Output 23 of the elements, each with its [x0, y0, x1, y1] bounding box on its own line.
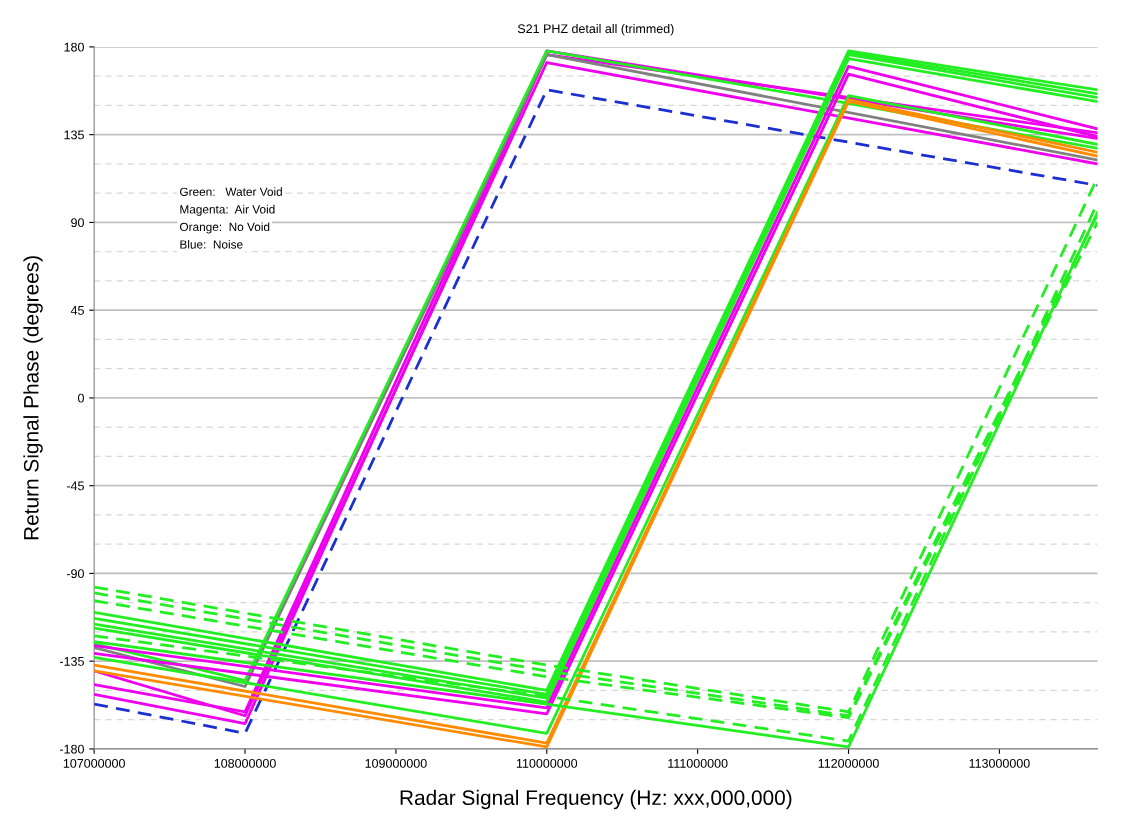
x-tick-label: 108000000: [214, 758, 276, 768]
annotation: Green: Water Void: [180, 187, 282, 196]
y-axis-title: Return Signal Phase (degrees): [23, 256, 43, 540]
annotation: Magenta: Air Void: [180, 204, 275, 216]
y-tick-label: 135: [64, 130, 84, 140]
x-tick-label: 111000000: [668, 758, 728, 768]
x-tick-label: 113000000: [969, 758, 1030, 768]
y-tick-label: -45: [66, 481, 84, 491]
y-tick-label: 90: [71, 218, 84, 228]
y-tick-label: 180: [64, 42, 84, 52]
x-tick-label: 112000000: [818, 758, 879, 768]
x-axis-title: Radar Signal Frequency (Hz: xxx,000,000): [400, 789, 792, 810]
annotation: Blue: Noise: [180, 239, 243, 249]
x-tick-label: 107000000: [63, 758, 125, 768]
annotation: Orange: No Void: [180, 222, 270, 234]
y-tick-label: -180: [59, 744, 84, 754]
y-tick-label: -90: [66, 569, 84, 579]
x-tick-label: 109000000: [365, 758, 427, 768]
y-tick-label: 45: [70, 306, 84, 315]
chart-title: S21 PHZ detail all (trimmed): [517, 23, 674, 36]
x-tick-label: 110000000: [516, 758, 578, 768]
y-tick-label: -135: [59, 656, 84, 666]
y-tick-label: 0: [77, 393, 84, 403]
